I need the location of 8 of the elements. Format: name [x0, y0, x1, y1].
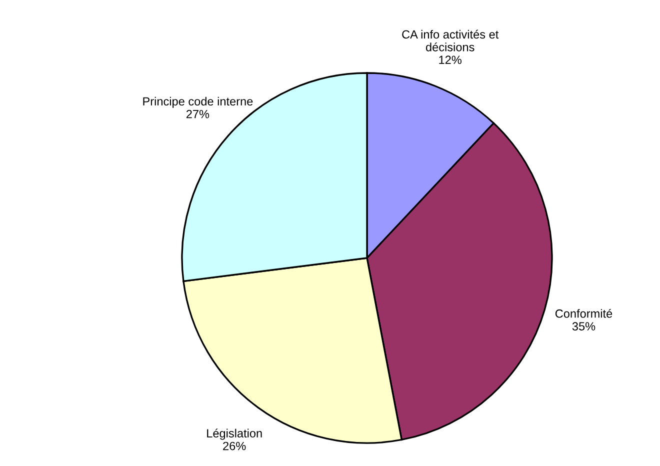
data-label: 26% [223, 442, 246, 450]
slice-label: Principe code interne [143, 96, 253, 108]
data-label: 12% [439, 56, 462, 64]
data-label: 27% [186, 110, 210, 118]
data-label: 35% [572, 322, 596, 330]
slice-label: Conformité [555, 308, 612, 318]
slice-label: CA info activités et décisions [402, 30, 499, 52]
slice-label: Législation [207, 428, 262, 440]
